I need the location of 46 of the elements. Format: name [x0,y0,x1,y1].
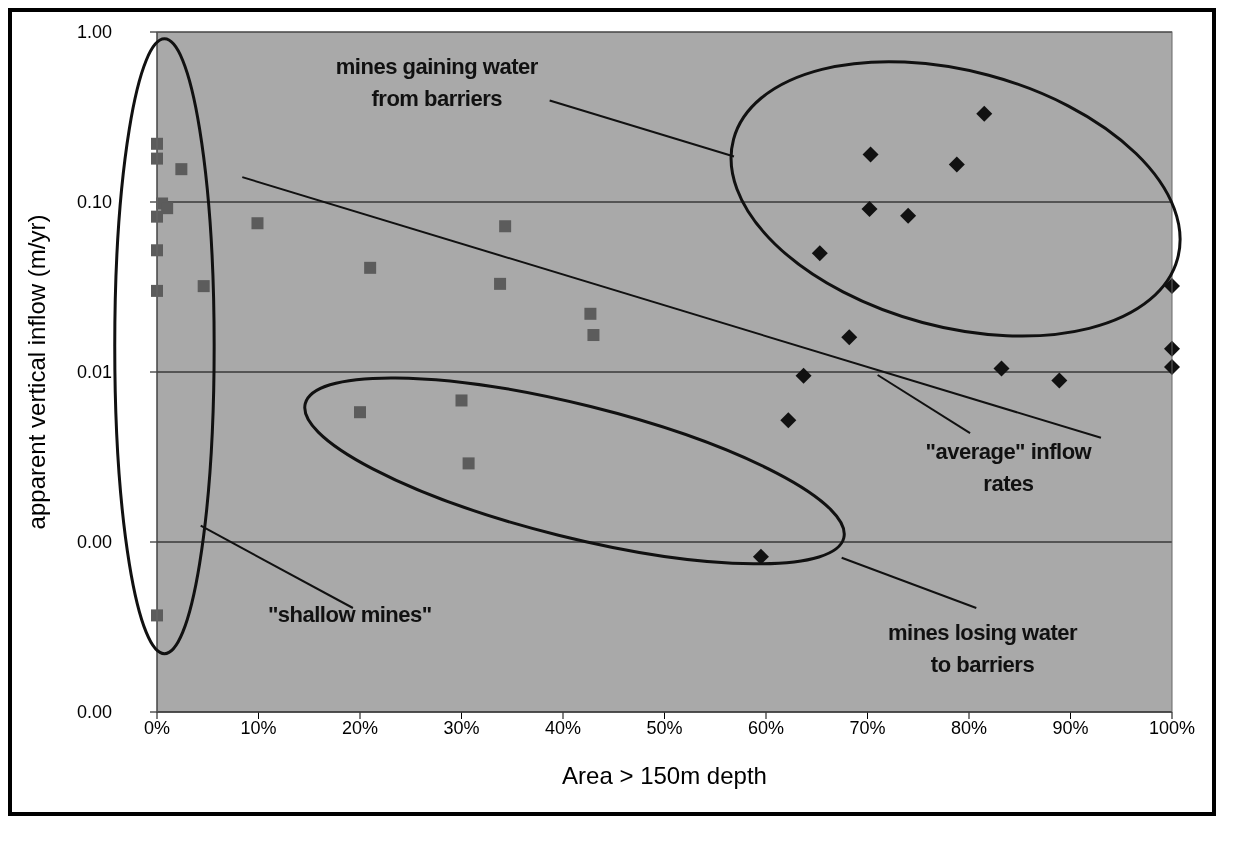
y-axis-title: apparent vertical inflow (m/yr) [22,214,50,530]
point [752,548,769,565]
point [861,200,878,217]
annotation: "shallow mines" [266,600,433,629]
y-tick-label: 0.01 [76,362,112,383]
annotation: mines gaining water from barriers [334,53,539,114]
point [795,367,812,384]
x-axis-title: Area > 150m depth [562,762,767,789]
point [462,457,475,470]
x-tick-label: 0% [143,717,171,738]
x-tick-label: 100% [1148,717,1196,738]
point [251,217,264,230]
y-tick-label: 0.00 [76,702,112,723]
point [811,245,828,262]
point [948,156,965,173]
x-tick-label: 30% [443,717,480,738]
point [780,412,797,429]
point [1051,372,1068,389]
annotation: "average" inflow rates [924,438,1093,499]
x-tick-label: 60% [747,717,785,738]
point [587,329,600,342]
x-tick-label: 10% [240,717,277,738]
point [494,277,507,290]
point [175,163,188,176]
point [197,280,210,293]
point [161,202,174,215]
x-tick-label: 20% [341,717,379,738]
point [862,146,879,163]
point [354,406,366,419]
point [841,329,858,346]
point [364,261,377,274]
y-tick-label: 1.00 [76,22,112,43]
y-tick-label: 0.00 [76,532,112,553]
x-tick-label: 90% [1052,717,1089,738]
x-tick-label: 40% [544,717,582,738]
x-tick-label: 70% [849,717,886,738]
point [499,220,512,233]
y-tick-label: 0.10 [76,192,112,213]
point [976,105,993,122]
point [900,207,917,224]
point [993,360,1010,377]
x-tick-label: 80% [950,717,988,738]
x-tick-label: 50% [646,717,683,738]
point [455,394,468,407]
point [584,307,597,320]
annotation: mines losing water to barriers [886,618,1079,679]
